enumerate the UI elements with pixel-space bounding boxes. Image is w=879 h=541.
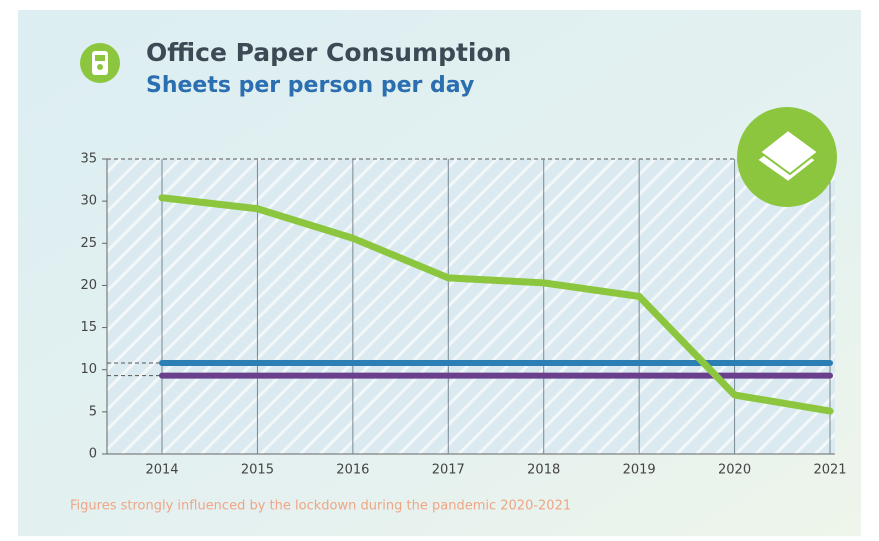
y-tick-label: 20 [80,278,97,293]
y-tick-label: 5 [89,404,97,419]
sheets-icon [737,107,837,207]
x-tick-label: 2017 [432,463,465,478]
paper-icon [80,43,120,83]
x-tick-label: 2014 [145,463,178,478]
series-line [158,194,834,415]
y-tick-label: 25 [80,236,97,251]
x-tick-label: 2020 [718,463,751,478]
y-tick-label: 30 [80,194,97,209]
x-tick-label: 2019 [623,463,656,478]
y-tick-label: 15 [80,320,97,335]
y-tick-label: 35 [80,152,97,167]
x-tick-label: 2018 [527,463,560,478]
y-tick-label: 0 [89,447,97,462]
note: Figures strongly influenced by the lockd… [70,499,571,514]
x-tick-label: 2015 [241,463,274,478]
x-tick-label: 2021 [813,463,846,478]
x-tick-label: 2016 [336,463,369,478]
chart-subtitle: Sheets per person per day [146,73,474,98]
y-tick-label: 10 [80,362,97,377]
chart-title: Office Paper Consumption [146,38,511,67]
